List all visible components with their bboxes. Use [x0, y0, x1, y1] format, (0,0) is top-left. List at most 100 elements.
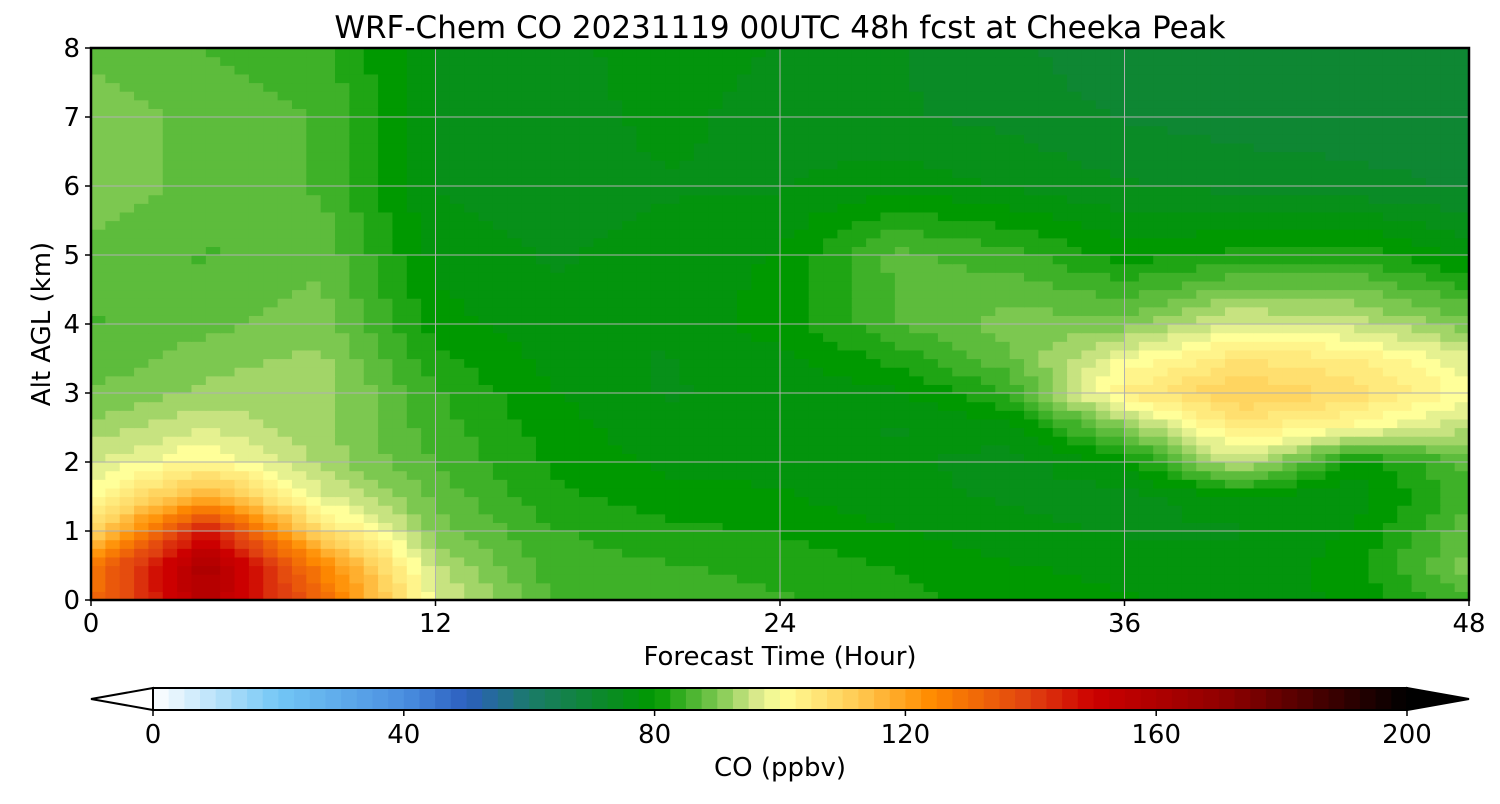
contour-cell — [1454, 384, 1469, 394]
contour-cell — [1181, 186, 1197, 196]
contour-cell — [478, 384, 494, 394]
contour-cell — [995, 522, 1011, 532]
contour-cell — [162, 436, 178, 446]
contour-cell — [335, 160, 350, 170]
contour-cell — [837, 487, 853, 498]
contour-cell — [177, 505, 193, 515]
contour-cell — [1253, 367, 1269, 377]
contour-cell — [335, 539, 350, 549]
contour-cell — [952, 332, 968, 342]
contour-cell — [823, 315, 839, 325]
contour-cell — [535, 186, 551, 196]
contour-cell — [1224, 306, 1240, 316]
contour-cell — [1138, 349, 1154, 360]
contour-cell — [937, 487, 953, 498]
contour-cell — [507, 151, 523, 161]
contour-cell — [679, 229, 695, 239]
contour-cell — [1454, 160, 1469, 170]
contour-cell — [823, 211, 839, 222]
contour-cell — [1224, 255, 1240, 265]
contour-cell — [564, 263, 580, 273]
contour-cell — [894, 582, 910, 592]
contour-cell — [1253, 263, 1269, 273]
contour-cell — [148, 160, 164, 170]
contour-cell — [909, 177, 925, 187]
contour-cell — [435, 255, 451, 265]
contour-cell — [593, 410, 609, 420]
contour-cell — [277, 280, 293, 291]
contour-cell — [535, 479, 551, 489]
contour-cell — [134, 496, 150, 506]
contour-cell — [593, 539, 609, 549]
contour-cell — [521, 444, 537, 454]
contour-cell — [521, 341, 537, 351]
contour-cell — [435, 384, 451, 394]
contour-cell — [1110, 522, 1126, 532]
contour-cell — [880, 444, 896, 454]
contour-cell — [1411, 574, 1427, 584]
contour-cell — [1196, 186, 1212, 196]
contour-cell — [177, 194, 193, 204]
contour-cell — [220, 332, 236, 342]
contour-cell — [1181, 513, 1197, 523]
contour-cell — [1038, 548, 1054, 558]
contour-cell — [765, 375, 781, 385]
contour-cell — [449, 496, 465, 506]
contour-cell — [248, 410, 264, 420]
contour-cell — [980, 315, 996, 325]
contour-cell — [593, 220, 609, 230]
contour-cell — [177, 470, 193, 480]
contour-cell — [191, 548, 207, 558]
contour-cell — [234, 358, 250, 368]
contour-cell — [363, 375, 379, 385]
contour-cell — [363, 263, 379, 273]
contour-cell — [1411, 203, 1427, 213]
contour-cell — [636, 393, 652, 403]
contour-cell — [1067, 565, 1083, 575]
contour-cell — [220, 496, 236, 506]
contour-cell — [421, 436, 437, 446]
contour-cell — [1110, 255, 1126, 265]
contour-cell — [248, 246, 264, 256]
contour-cell — [1110, 505, 1126, 515]
contour-cell — [306, 315, 322, 325]
contour-cell — [593, 324, 609, 334]
contour-cell — [220, 324, 236, 334]
contour-cell — [1440, 513, 1456, 523]
contour-cell — [119, 177, 135, 187]
contour-cell — [650, 263, 666, 273]
contour-cell — [191, 375, 207, 385]
contour-cell — [923, 324, 939, 334]
contour-cell — [507, 522, 523, 532]
contour-cell — [1368, 367, 1384, 377]
contour-cell — [1354, 289, 1370, 299]
contour-cell — [1038, 444, 1054, 454]
contour-cell — [220, 341, 236, 351]
contour-cell — [1454, 548, 1469, 558]
contour-cell — [320, 358, 336, 368]
contour-cell — [535, 177, 551, 187]
contour-cell — [1425, 367, 1441, 377]
contour-cell — [1239, 298, 1255, 308]
contour-cell — [1253, 436, 1269, 446]
contour-cell — [177, 548, 193, 558]
contour-cell — [894, 315, 910, 325]
contour-cell — [1339, 246, 1355, 256]
contour-cell — [1239, 418, 1255, 429]
contour-cell — [1454, 393, 1469, 403]
contour-cell — [406, 289, 422, 299]
contour-cell — [119, 410, 135, 420]
contour-cell — [1138, 556, 1154, 567]
contour-cell — [119, 496, 135, 506]
contour-cell — [478, 324, 494, 334]
contour-cell — [91, 470, 106, 480]
contour-cell — [521, 393, 537, 403]
contour-cell — [234, 168, 250, 178]
contour-cell — [1382, 263, 1398, 273]
contour-cell — [1196, 556, 1212, 567]
contour-cell — [751, 315, 767, 325]
contour-cell — [1124, 229, 1140, 239]
contour-cell — [736, 513, 752, 523]
contour-cell — [1196, 358, 1212, 368]
contour-cell — [507, 280, 523, 291]
